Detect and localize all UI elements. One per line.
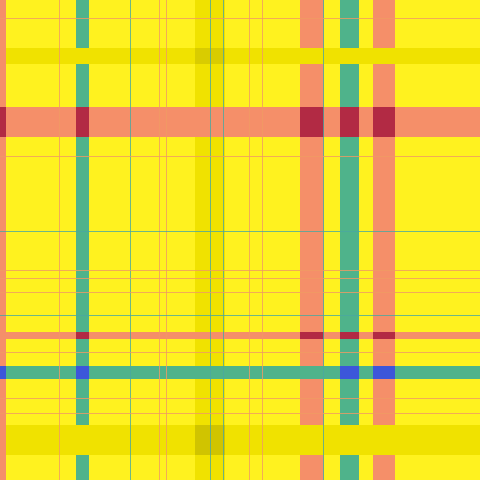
weave-orange-bottom-gap-2 [373, 425, 395, 455]
horizontal-hairline-4 [0, 270, 480, 271]
weave-teal-top-gap-1 [76, 48, 89, 64]
vertical-hairline-4 [166, 0, 167, 480]
intersection-blue-1 [76, 366, 89, 379]
intersection-teal-orange [300, 366, 324, 379]
horizontal-hairline-6 [0, 292, 480, 293]
vertical-hairline-5 [210, 0, 211, 480]
vertical-orange-edge [0, 0, 6, 480]
horizontal-yellow-band-bottom [0, 425, 480, 455]
intersection-dark-red-edge [0, 107, 6, 137]
horizontal-hairline-1 [0, 18, 480, 19]
horizontal-hairline-10 [0, 413, 480, 414]
intersection-dark-red-4 [373, 107, 395, 137]
vertical-hairline-7 [249, 0, 250, 480]
weave-orange-bottom-gap-1 [300, 425, 324, 455]
intersection-blue-3 [373, 366, 395, 379]
horizontal-hairline-3 [0, 231, 480, 232]
horizontal-hairline-5 [0, 278, 480, 279]
weave-orange-top-gap-2 [373, 48, 395, 64]
intersection-dark-red-3 [340, 107, 359, 137]
intersection-thin-dark-red-4 [373, 332, 395, 339]
weave-orange-top-gap-1 [300, 48, 324, 64]
vertical-hairline-8 [262, 0, 263, 480]
intersection-thin-dark-red-1 [76, 332, 89, 339]
vertical-teal-band-1 [76, 0, 89, 480]
vertical-hairline-6 [223, 0, 224, 480]
horizontal-hairline-2 [0, 156, 480, 157]
weave-teal-bottom-gap-2 [340, 425, 359, 455]
vertical-hairline-3 [159, 0, 160, 480]
vertical-orange-band-1 [300, 0, 324, 480]
vertical-hairline-9 [323, 0, 324, 480]
horizontal-yellow-band-top [0, 48, 480, 64]
weave-teal-bottom-gap-1 [76, 425, 89, 455]
horizontal-thin-orange-stripe [0, 332, 480, 339]
horizontal-hairline-7 [0, 315, 480, 316]
intersection-blue-2 [340, 366, 359, 379]
vertical-hairline-2 [130, 0, 131, 480]
intersection-thin-dark-red-3 [340, 332, 359, 339]
vertical-orange-band-2 [373, 0, 395, 480]
horizontal-orange-band [0, 107, 480, 137]
horizontal-hairline-9 [0, 398, 480, 399]
intersection-thin-dark-red-2 [300, 332, 324, 339]
vertical-hairline-1 [59, 0, 60, 480]
intersection-blue-edge [0, 366, 6, 379]
horizontal-hairline-8 [0, 352, 480, 353]
weave-teal-top-gap-2 [340, 48, 359, 64]
horizontal-teal-band [0, 366, 480, 379]
intersection-dark-red-1 [76, 107, 89, 137]
intersection-dark-red-2 [300, 107, 324, 137]
vertical-teal-band-2 [340, 0, 359, 480]
